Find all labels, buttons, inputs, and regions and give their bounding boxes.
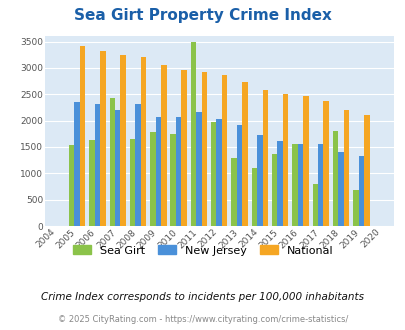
- Bar: [130, 139, 135, 226]
- Bar: [109, 98, 115, 226]
- Bar: [317, 144, 323, 226]
- Bar: [161, 65, 166, 226]
- Bar: [155, 117, 161, 226]
- Bar: [251, 168, 256, 226]
- Bar: [201, 72, 207, 226]
- Bar: [150, 132, 155, 226]
- Bar: [74, 102, 80, 226]
- Bar: [94, 104, 100, 226]
- Bar: [332, 131, 337, 226]
- Bar: [312, 184, 317, 226]
- Bar: [303, 96, 308, 226]
- Bar: [100, 50, 105, 226]
- Bar: [236, 125, 242, 226]
- Bar: [135, 104, 141, 226]
- Text: © 2025 CityRating.com - https://www.cityrating.com/crime-statistics/: © 2025 CityRating.com - https://www.city…: [58, 315, 347, 324]
- Bar: [181, 70, 186, 226]
- Bar: [69, 146, 74, 226]
- Bar: [352, 190, 358, 226]
- Bar: [297, 144, 303, 226]
- Bar: [242, 82, 247, 226]
- Bar: [222, 75, 227, 226]
- Text: Crime Index corresponds to incidents per 100,000 inhabitants: Crime Index corresponds to incidents per…: [41, 292, 364, 302]
- Legend: Sea Girt, New Jersey, National: Sea Girt, New Jersey, National: [68, 241, 337, 260]
- Bar: [141, 57, 146, 226]
- Bar: [170, 134, 175, 226]
- Bar: [292, 144, 297, 226]
- Bar: [80, 46, 85, 226]
- Bar: [363, 115, 369, 226]
- Bar: [282, 94, 288, 226]
- Bar: [337, 152, 343, 226]
- Bar: [120, 55, 126, 226]
- Bar: [211, 122, 216, 226]
- Bar: [190, 42, 196, 226]
- Bar: [256, 135, 262, 226]
- Bar: [271, 154, 277, 226]
- Bar: [115, 110, 120, 226]
- Bar: [323, 101, 328, 226]
- Bar: [175, 117, 181, 226]
- Bar: [89, 140, 94, 226]
- Bar: [216, 118, 222, 226]
- Bar: [277, 141, 282, 226]
- Bar: [196, 112, 201, 226]
- Text: Sea Girt Property Crime Index: Sea Girt Property Crime Index: [74, 8, 331, 23]
- Bar: [262, 89, 267, 226]
- Bar: [343, 110, 348, 226]
- Bar: [358, 156, 363, 226]
- Bar: [231, 158, 236, 226]
